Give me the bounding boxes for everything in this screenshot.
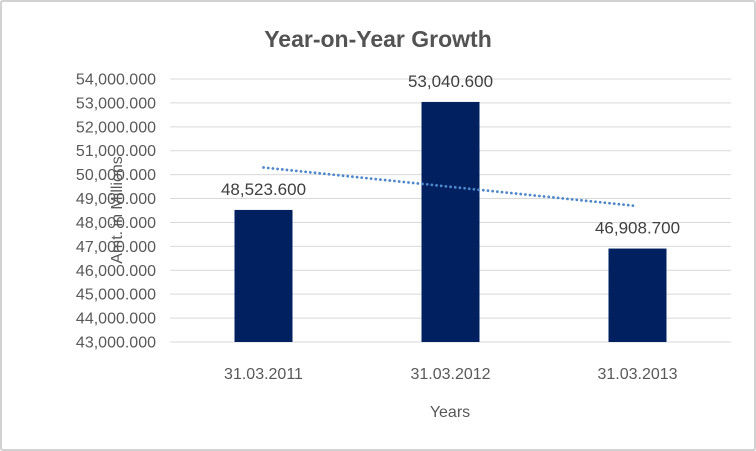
x-axis-tick-label: 31.03.2011	[224, 366, 303, 383]
bar-data-label: 53,040.600	[408, 72, 493, 91]
trendline-layer	[262, 166, 639, 208]
y-axis-tick-label: 50,000.000	[76, 167, 156, 184]
y-axis-tick-label: 51,000.000	[76, 143, 156, 160]
x-axis-tick-label: 31.03.2013	[597, 366, 677, 383]
chart-title: Year-on-Year Growth	[264, 26, 492, 52]
bar	[608, 248, 667, 342]
y-axis-tick-label: 46,000.000	[76, 263, 156, 280]
trendline	[262, 166, 639, 208]
y-axis-tick-label: 45,000.000	[76, 287, 156, 304]
y-axis-tick-label: 43,000.000	[76, 335, 156, 352]
bar-data-label: 46,908.700	[595, 219, 680, 238]
bar	[234, 209, 293, 342]
y-axis-tick-label: 49,000.000	[76, 191, 156, 208]
y-axis-tick-label: 52,000.000	[76, 119, 156, 136]
y-axis-title: Amt. in Millions	[109, 156, 126, 264]
y-axis-tick-label: 54,000.000	[76, 72, 156, 89]
y-axis-tick-label: 53,000.000	[76, 95, 156, 112]
y-axis-tick-label: 48,000.000	[76, 215, 156, 232]
label-layer: 54,000.000 53,000.000 52,000.000 51,000.000…	[76, 72, 680, 384]
bar-series-layer	[234, 101, 667, 342]
x-axis-title: Years	[430, 404, 470, 421]
bar-data-label: 48,523.600	[221, 180, 306, 199]
y-axis-tick-label: 44,000.000	[76, 311, 156, 328]
bar	[421, 101, 480, 342]
x-axis-tick-label: 31.03.2012	[410, 366, 490, 383]
y-axis-tick-label: 47,000.000	[76, 239, 156, 256]
